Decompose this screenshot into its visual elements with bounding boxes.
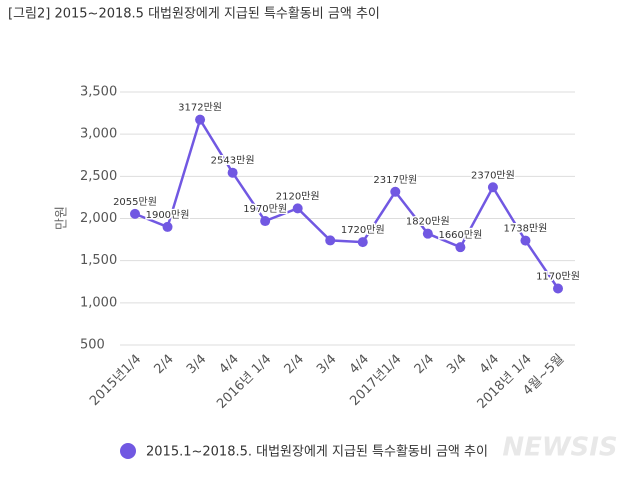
- point: [357, 237, 368, 248]
- y-tick-label: 2,500: [80, 169, 117, 184]
- point: [325, 235, 336, 246]
- chart-title: [그림2] 2015~2018.5 대법원장에게 지급된 특수활동비 금액 추이: [8, 7, 380, 22]
- point: [292, 203, 303, 214]
- point: [390, 186, 401, 197]
- x-tick-label: 3/4: [314, 352, 339, 377]
- legend-label: 2015.1~2018.5. 대법원장에게 지급된 특수활동비 금액 추이: [146, 445, 488, 460]
- point: [520, 235, 531, 246]
- value-label: 1820만원: [406, 216, 450, 228]
- point: [162, 221, 173, 232]
- value-label: 2543만원: [211, 155, 255, 167]
- point: [227, 167, 238, 178]
- value-label: 2317만원: [373, 174, 417, 186]
- value-label: 2120만원: [276, 190, 320, 202]
- point: [260, 216, 271, 227]
- y-tick-label: 3,500: [80, 85, 117, 100]
- x-tick-label: 3/4: [184, 352, 209, 377]
- x-tick-label: 2/4: [151, 352, 176, 377]
- point: [487, 182, 498, 193]
- x-tick-label: 4/4: [347, 352, 372, 377]
- x-tick-label: 2015년1/4: [87, 352, 144, 409]
- value-label: 1170만원: [536, 270, 580, 282]
- y-tick-label: 2,000: [80, 211, 117, 226]
- y-tick-label: 1,000: [80, 295, 117, 310]
- x-tick-label: 2/4: [412, 352, 437, 377]
- point: [195, 114, 206, 125]
- x-tick-label: 4/4: [477, 352, 502, 377]
- value-label: 1900만원: [146, 209, 190, 221]
- point: [130, 208, 140, 219]
- value-label: 1720만원: [341, 224, 385, 236]
- x-tick-label: 2/4: [282, 352, 307, 377]
- value-label: 1970만원: [243, 203, 287, 215]
- point: [553, 283, 563, 294]
- point: [455, 242, 466, 253]
- point: [422, 228, 433, 239]
- value-label: 1660만원: [438, 229, 482, 241]
- value-label: 2055만원: [113, 196, 157, 208]
- value-label: 2370만원: [471, 169, 515, 181]
- line: [134, 116, 560, 290]
- value-label: 1738만원: [504, 223, 548, 235]
- y-tick-label: 500: [80, 338, 105, 353]
- y-tick-label: 1,500: [80, 253, 117, 268]
- x-tick-label: 4/4: [217, 352, 242, 377]
- legend-marker: [120, 443, 136, 459]
- x-tick-label: 3/4: [444, 352, 469, 377]
- y-tick-label: 3,000: [80, 127, 117, 142]
- y-axis-label: 만원: [55, 206, 70, 230]
- value-label: 3172만원: [178, 102, 222, 114]
- watermark: NEWSIS: [502, 433, 617, 463]
